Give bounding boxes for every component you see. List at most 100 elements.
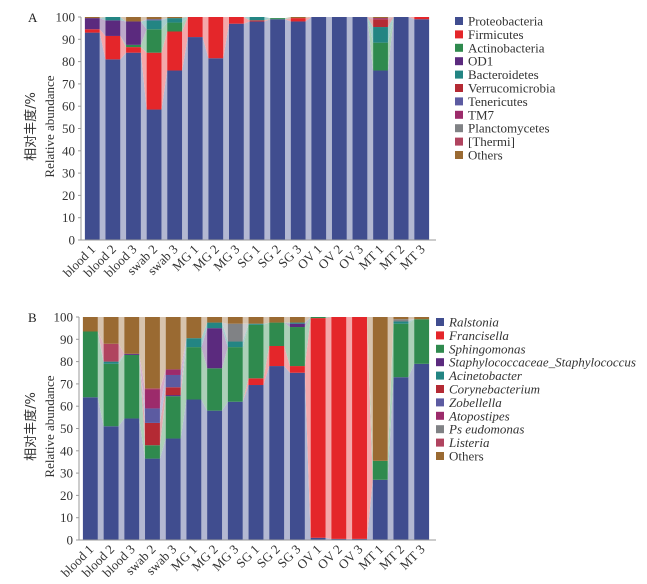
bar-segment-od1 bbox=[105, 20, 121, 36]
y-tick-label: 90 bbox=[62, 32, 75, 47]
y-tick-label: 50 bbox=[62, 121, 75, 136]
connector-band bbox=[159, 395, 166, 446]
bar-segment-actinobacteria bbox=[167, 22, 183, 32]
y-axis-label-cn: 相对丰度/% bbox=[23, 392, 39, 461]
y-tick-label: 90 bbox=[60, 332, 73, 347]
y-axis-label-cn: 相对丰度/% bbox=[23, 92, 39, 161]
connector-band bbox=[159, 374, 166, 423]
connector-band bbox=[387, 377, 394, 540]
bar-segment-ralstonia bbox=[186, 399, 202, 540]
connector-band bbox=[99, 32, 106, 240]
connector-band bbox=[408, 17, 415, 20]
connector-band bbox=[304, 372, 311, 540]
bar-segment-ralstonia bbox=[124, 418, 140, 540]
connector-band bbox=[367, 17, 374, 43]
bar-segment-proteobacteria bbox=[187, 37, 203, 240]
bar-segment-others bbox=[84, 17, 100, 19]
legend-label: Verrucomicrobia bbox=[468, 81, 556, 96]
bar-segment-others bbox=[165, 317, 181, 370]
bar-segment-atopostipes bbox=[165, 369, 181, 375]
connector-band bbox=[118, 354, 125, 427]
bar-segment-firmicutes bbox=[126, 47, 141, 53]
legend-label: Proteobacteria bbox=[468, 14, 543, 29]
bar-segment-others bbox=[373, 17, 388, 19]
connector-band bbox=[367, 17, 374, 71]
y-tick-label: 0 bbox=[67, 533, 74, 548]
legend-swatch bbox=[455, 70, 463, 79]
legend-label: Ps eudomonas bbox=[448, 422, 524, 437]
connector-band bbox=[285, 18, 291, 20]
connector-band bbox=[263, 322, 270, 325]
connector-band bbox=[263, 322, 270, 379]
x-tick-label: MT 3 bbox=[397, 542, 428, 573]
bar-segment-actinobacteria bbox=[270, 18, 285, 20]
connector-band bbox=[159, 317, 166, 389]
legend-swatch bbox=[455, 151, 463, 159]
bar-segment-od1 bbox=[126, 21, 141, 45]
connector-band bbox=[222, 328, 228, 369]
bar-segment-od1 bbox=[84, 18, 100, 30]
bar-segment-listeria bbox=[145, 388, 160, 390]
bar-segment-others bbox=[207, 317, 223, 323]
connector-band bbox=[387, 317, 394, 461]
connector-band bbox=[408, 317, 415, 320]
connector-band bbox=[284, 366, 290, 540]
y-tick-label: 20 bbox=[60, 488, 73, 503]
y-tick-label: 30 bbox=[62, 166, 75, 181]
bar-segment-others bbox=[186, 317, 202, 339]
connector-band bbox=[284, 345, 290, 373]
y-tick-label: 70 bbox=[60, 376, 73, 391]
connector-band bbox=[304, 317, 311, 323]
bar-segment-acinetobacter bbox=[103, 361, 119, 364]
bar-segment-others bbox=[393, 317, 409, 320]
connector-band bbox=[304, 317, 311, 367]
bar-segment-proteobacteria bbox=[414, 19, 430, 241]
legend-swatch bbox=[436, 318, 444, 326]
connector-band bbox=[284, 317, 290, 323]
bar-segment-ralstonia bbox=[352, 538, 367, 540]
connector-band bbox=[180, 338, 187, 396]
bar-segment-verrucomicrobia bbox=[373, 19, 388, 28]
legend-swatch bbox=[436, 344, 444, 353]
connector-band bbox=[408, 319, 415, 322]
connector-band bbox=[201, 399, 208, 540]
bar-segment-bacteroidetes bbox=[105, 17, 121, 21]
bar-segment-firmicutes bbox=[146, 52, 162, 110]
connector-band bbox=[346, 317, 353, 539]
connector-band bbox=[140, 52, 147, 241]
connector-band bbox=[180, 338, 187, 388]
connector-band bbox=[118, 343, 125, 362]
bar-segment-ralstonia bbox=[310, 537, 326, 540]
connector-band bbox=[242, 324, 249, 402]
connector-band bbox=[325, 317, 332, 539]
connector-band bbox=[305, 17, 312, 22]
legend-swatch bbox=[436, 438, 444, 447]
bar-segment-ralstonia bbox=[414, 363, 430, 540]
connector-band bbox=[120, 35, 127, 60]
connector-band bbox=[285, 19, 291, 241]
bar-segment-bacteroidetes bbox=[167, 18, 183, 23]
bar-segment-francisella bbox=[269, 345, 285, 367]
bar-segment-ralstonia bbox=[393, 377, 409, 540]
connector-band bbox=[387, 17, 394, 71]
connector-band bbox=[325, 537, 332, 540]
connector-band bbox=[182, 17, 188, 71]
connector-band bbox=[139, 317, 146, 389]
connector-band bbox=[120, 35, 127, 48]
legend-swatch bbox=[436, 385, 444, 393]
bar-segment-zobellella bbox=[165, 374, 181, 388]
panel-label: A bbox=[28, 10, 38, 25]
connector-band bbox=[285, 18, 291, 22]
connector-band bbox=[304, 317, 311, 328]
connector-band bbox=[366, 317, 373, 480]
connector-band bbox=[264, 19, 271, 22]
legend-label: OD1 bbox=[468, 54, 493, 69]
legend-label: Others bbox=[468, 148, 503, 163]
bar-segment-sphingomonas bbox=[186, 347, 202, 400]
bar-segment-proteobacteria bbox=[270, 19, 285, 241]
bar-segment-others bbox=[414, 317, 430, 320]
y-tick-label: 10 bbox=[60, 510, 73, 525]
legend-label: Planctomycetes bbox=[468, 121, 550, 136]
connector-band bbox=[387, 17, 394, 28]
